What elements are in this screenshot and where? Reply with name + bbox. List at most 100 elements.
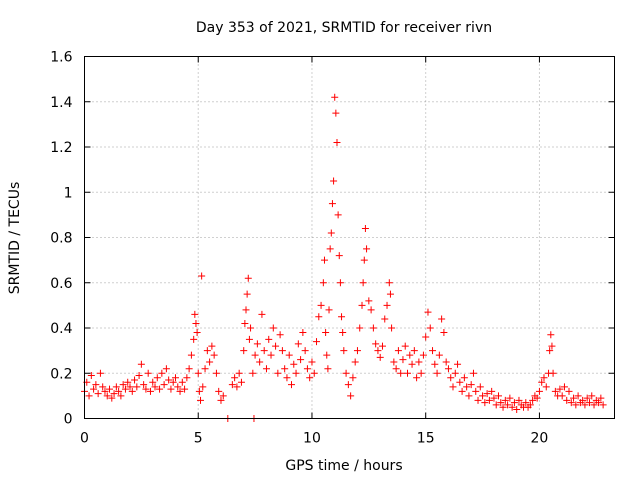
data-point bbox=[546, 347, 554, 355]
y-tick-label: 0.2 bbox=[50, 366, 72, 382]
data-point bbox=[515, 396, 523, 404]
data-point bbox=[281, 365, 289, 373]
data-point bbox=[476, 383, 484, 391]
data-point bbox=[272, 342, 280, 350]
data-point bbox=[404, 369, 412, 377]
data-point bbox=[433, 369, 441, 377]
data-point bbox=[535, 387, 543, 395]
data-point bbox=[490, 394, 498, 402]
data-point bbox=[313, 338, 321, 346]
data-point bbox=[144, 369, 152, 377]
data-point bbox=[319, 279, 327, 287]
x-tick-label: 0 bbox=[80, 431, 89, 447]
data-point bbox=[494, 392, 502, 400]
data-point bbox=[469, 369, 477, 377]
data-point bbox=[292, 369, 300, 377]
data-point bbox=[133, 383, 141, 391]
data-point bbox=[572, 401, 580, 409]
data-point bbox=[115, 387, 123, 395]
data-point bbox=[124, 378, 132, 386]
data-point bbox=[294, 340, 302, 348]
data-point bbox=[146, 387, 154, 395]
data-point bbox=[419, 351, 427, 359]
data-point bbox=[410, 347, 418, 355]
data-point bbox=[339, 329, 347, 337]
data-point bbox=[328, 200, 336, 208]
data-point bbox=[190, 335, 198, 343]
data-point bbox=[162, 365, 170, 373]
data-point bbox=[597, 394, 605, 402]
data-point bbox=[422, 333, 430, 341]
data-point bbox=[529, 396, 537, 404]
data-point bbox=[103, 392, 111, 400]
data-point bbox=[322, 329, 330, 337]
x-tick-label: 15 bbox=[417, 431, 435, 447]
data-point bbox=[297, 356, 305, 364]
data-point bbox=[176, 387, 184, 395]
data-point bbox=[106, 385, 114, 393]
data-point bbox=[413, 374, 421, 382]
data-point bbox=[117, 392, 125, 400]
chart-title: Day 353 of 2021, SRMTID for receiver riv… bbox=[196, 20, 492, 36]
data-point bbox=[365, 297, 373, 305]
data-point bbox=[187, 351, 195, 359]
data-point bbox=[438, 315, 446, 323]
data-point bbox=[299, 329, 307, 337]
data-point bbox=[131, 376, 139, 384]
data-point bbox=[243, 290, 251, 298]
data-point bbox=[335, 252, 343, 260]
data-point bbox=[548, 342, 556, 350]
data-point bbox=[533, 394, 541, 402]
data-point bbox=[353, 347, 361, 355]
data-point bbox=[121, 385, 129, 393]
data-point bbox=[424, 308, 432, 316]
data-point bbox=[588, 392, 596, 400]
data-point bbox=[108, 394, 116, 402]
data-point bbox=[565, 387, 573, 395]
data-point bbox=[367, 306, 375, 314]
data-point bbox=[456, 378, 464, 386]
data-point bbox=[513, 405, 521, 413]
data-point bbox=[508, 403, 516, 411]
data-point bbox=[595, 399, 603, 407]
data-point bbox=[429, 347, 437, 355]
data-point bbox=[262, 365, 270, 373]
data-point bbox=[181, 385, 189, 393]
data-point bbox=[488, 387, 496, 395]
data-point bbox=[538, 378, 546, 386]
y-axis-label: SRMTID / TECUs bbox=[7, 182, 23, 295]
data-point bbox=[260, 347, 268, 355]
data-point bbox=[135, 372, 143, 380]
data-point bbox=[338, 313, 346, 321]
data-point bbox=[323, 351, 331, 359]
data-point bbox=[463, 383, 471, 391]
data-point bbox=[522, 399, 530, 407]
data-point bbox=[247, 324, 255, 332]
data-point bbox=[583, 394, 591, 402]
data-point bbox=[99, 383, 107, 391]
data-point bbox=[110, 390, 118, 398]
data-point bbox=[325, 306, 333, 314]
data-point bbox=[590, 401, 598, 409]
data-point bbox=[449, 383, 457, 391]
data-point bbox=[581, 401, 589, 409]
data-point bbox=[258, 310, 266, 318]
data-point bbox=[397, 369, 405, 377]
data-point bbox=[386, 290, 394, 298]
x-tick-label: 20 bbox=[531, 431, 549, 447]
data-point bbox=[210, 351, 218, 359]
data-point bbox=[283, 374, 291, 382]
data-point bbox=[193, 329, 201, 337]
data-point bbox=[435, 351, 443, 359]
data-point bbox=[85, 392, 93, 400]
data-point bbox=[149, 378, 157, 386]
plot-frame bbox=[84, 56, 615, 419]
data-point bbox=[278, 347, 286, 355]
data-point bbox=[287, 381, 295, 389]
data-point bbox=[330, 177, 338, 185]
data-point bbox=[331, 93, 339, 101]
data-point bbox=[156, 385, 164, 393]
data-point bbox=[253, 340, 261, 348]
y-tick-label: 0.4 bbox=[50, 321, 72, 337]
data-point bbox=[92, 381, 100, 389]
